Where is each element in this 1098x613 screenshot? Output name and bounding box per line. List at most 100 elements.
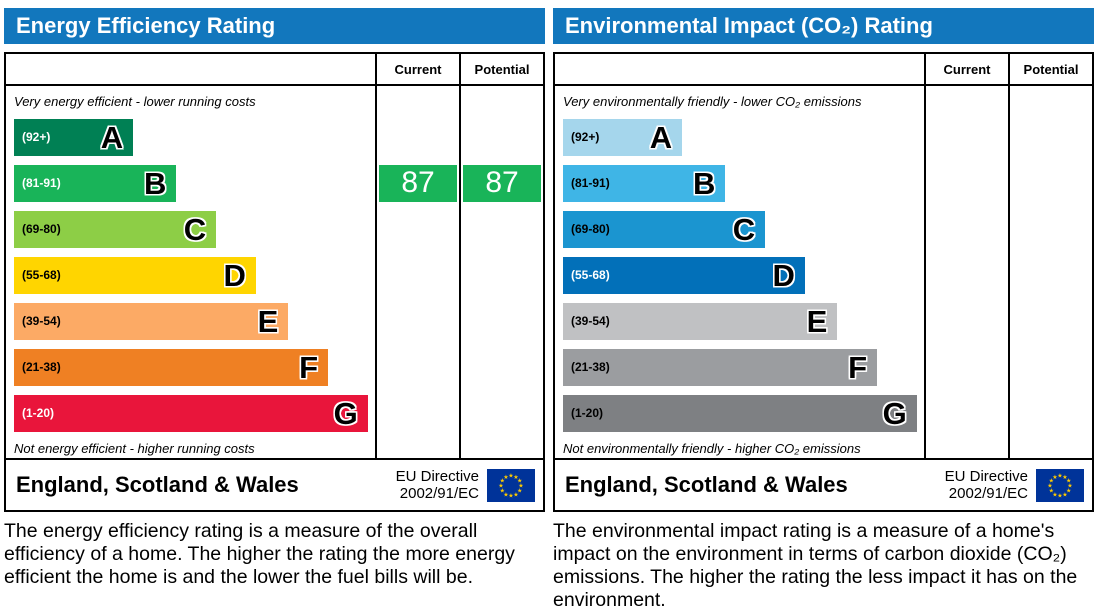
eu-flag-icon: ★ ★★ ★★★ ★★★ ★★★ (1036, 468, 1084, 502)
svg-text:★: ★ (1049, 477, 1054, 484)
svg-text:★: ★ (513, 491, 518, 498)
svg-text:★: ★ (1066, 477, 1071, 484)
svg-text:★: ★ (498, 482, 503, 489)
band-row-a: (92+) A (6, 114, 375, 160)
band-bar-f: (21-38) F (14, 348, 329, 386)
current-column-header: Current (375, 54, 459, 84)
description-text: The environmental impact rating is a mea… (553, 520, 1078, 611)
band-bar-b: (81-91) B (14, 164, 177, 202)
band-bar-a: (92+) A (563, 118, 683, 156)
band-letter: E (806, 303, 828, 339)
bottom-note: Not environmentally friendly - higher CO… (563, 441, 861, 456)
chart-footer: England, Scotland & Wales EU Directive 2… (553, 458, 1094, 512)
band-row-b: (81-91) B (555, 160, 924, 206)
band-row-c: (69-80) C (555, 206, 924, 252)
band-range-label: (39-54) (22, 314, 61, 328)
band-letter: A (649, 119, 673, 155)
band-row-e: (39-54) E (555, 298, 924, 344)
band-range-label: (21-38) (571, 360, 610, 374)
region-label: England, Scotland & Wales (16, 472, 299, 497)
band-bar-c: (69-80) C (14, 210, 217, 248)
svg-text:★: ★ (1052, 473, 1057, 480)
band-letter: F (848, 349, 868, 385)
band-area: Very environmentally friendly - lower CO… (555, 84, 924, 458)
panel-title-bar: Environmental Impact (CO₂) Rating (553, 8, 1094, 44)
svg-text:★: ★ (508, 492, 513, 499)
potential-column: 87 (459, 84, 543, 458)
band-range-label: (55-68) (22, 268, 61, 282)
band-range-label: (39-54) (571, 314, 610, 328)
potential-column (1008, 84, 1092, 458)
current-column: 87 (375, 84, 459, 458)
svg-text:★: ★ (1057, 492, 1062, 499)
svg-text:★: ★ (513, 473, 518, 480)
band-range-label: (92+) (22, 130, 51, 144)
svg-text:★: ★ (1062, 473, 1067, 480)
svg-text:★: ★ (517, 487, 522, 494)
band-row-f: (21-38) F (6, 344, 375, 390)
band-range-label: (1-20) (571, 406, 604, 420)
band-row-c: (69-80) C (6, 206, 375, 252)
chart-footer: England, Scotland & Wales EU Directive 2… (4, 458, 545, 512)
svg-text:★: ★ (503, 473, 508, 480)
band-range-label: (1-20) (22, 406, 55, 420)
region-label: England, Scotland & Wales (565, 472, 848, 497)
svg-text:★: ★ (500, 477, 505, 484)
band-row-d: (55-68) D (6, 252, 375, 298)
potential-column-header: Potential (1008, 54, 1092, 84)
band-range-label: (69-80) (22, 222, 61, 236)
svg-text:★: ★ (503, 491, 508, 498)
band-bar-d: (55-68) D (14, 256, 256, 294)
svg-text:★: ★ (1066, 487, 1071, 494)
svg-text:★: ★ (1062, 491, 1067, 498)
band-row-f: (21-38) F (555, 344, 924, 390)
band-bar-e: (39-54) E (563, 302, 838, 340)
eu-directive-label: EU Directive 2002/91/EC (395, 467, 479, 502)
svg-text:★: ★ (1057, 472, 1062, 479)
energy-rating-chart: Current Potential Very energy efficient … (4, 52, 545, 460)
svg-text:★: ★ (517, 477, 522, 484)
svg-text:★: ★ (1067, 482, 1072, 489)
panel-title: Environmental Impact (CO₂) Rating (565, 13, 933, 38)
band-area: Very energy efficient - lower running co… (6, 84, 375, 458)
panel-title-bar: Energy Efficiency Rating (4, 8, 545, 44)
band-bar-e: (39-54) E (14, 302, 289, 340)
band-bar-b: (81-91) B (563, 164, 726, 202)
svg-text:★: ★ (1052, 491, 1057, 498)
band-bar-a: (92+) A (14, 118, 134, 156)
band-letter: D (223, 257, 246, 293)
potential-column-header: Potential (459, 54, 543, 84)
environmental-impact-panel: Environmental Impact (CO₂) Rating Curren… (553, 8, 1094, 612)
band-letter: C (732, 211, 756, 247)
top-note: Very energy efficient - lower running co… (14, 94, 256, 109)
top-note: Very environmentally friendly - lower CO… (563, 94, 862, 109)
band-range-label: (81-91) (22, 176, 61, 190)
environmental-rating-chart: Current Potential Very environmentally f… (553, 52, 1094, 460)
band-row-g: (1-20) G (6, 390, 375, 436)
current-indicator: 87 (379, 164, 457, 202)
band-row-d: (55-68) D (555, 252, 924, 298)
band-letter: G (333, 395, 358, 431)
band-row-a: (92+) A (555, 114, 924, 160)
band-bar-c: (69-80) C (563, 210, 766, 248)
band-letter: B (144, 165, 167, 201)
svg-text:★: ★ (500, 487, 505, 494)
energy-efficiency-panel: Energy Efficiency Rating Current Potenti… (4, 8, 545, 612)
svg-text:★: ★ (508, 472, 513, 479)
corner-cell (555, 54, 924, 84)
svg-text:★: ★ (1047, 482, 1052, 489)
eu-directive-label: EU Directive 2002/91/EC (944, 467, 1028, 502)
band-range-label: (81-91) (571, 176, 610, 190)
bottom-note: Not energy efficient - higher running co… (14, 441, 255, 456)
band-letter: G (882, 395, 907, 431)
band-letter: B (693, 165, 716, 201)
band-row-b: (81-91) B (6, 160, 375, 206)
description-text: The energy efficiency rating is a measur… (4, 520, 515, 588)
band-letter: A (100, 119, 124, 155)
potential-indicator: 87 (463, 164, 541, 202)
svg-text:★: ★ (1049, 487, 1054, 494)
band-letter: C (183, 211, 207, 247)
band-range-label: (55-68) (571, 268, 610, 282)
band-bar-g: (1-20) G (563, 394, 917, 432)
panel-title: Energy Efficiency Rating (16, 13, 276, 38)
